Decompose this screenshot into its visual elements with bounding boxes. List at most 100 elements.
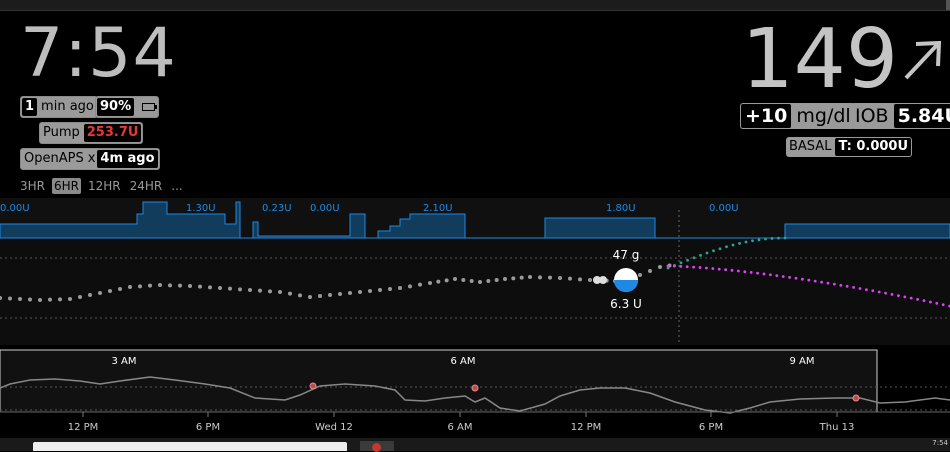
cob-forecast-dot [730, 268, 734, 272]
range-3hr[interactable]: 3HR [20, 179, 45, 193]
cob-forecast-dot [807, 278, 811, 282]
iob-forecast-dot [692, 256, 696, 260]
bg-reading-dot [648, 269, 652, 273]
bg-reading-dot [469, 279, 474, 283]
bg-reading-dot [453, 277, 457, 281]
cob-forecast-dot [922, 299, 926, 303]
cob-forecast-dot [897, 294, 900, 298]
taskbar-window[interactable] [33, 442, 347, 451]
glucose-chart[interactable]: 0.00U 1.30U 0.23U 0.00U 2.10U 1.80U 0.00… [0, 198, 950, 438]
focus-tick-9am: 9 AM [789, 356, 814, 367]
window-top-bar-edge [946, 0, 950, 10]
cob-forecast-dot [826, 281, 830, 285]
cob-forecast-dot [845, 284, 849, 288]
data-age-text: min ago [41, 99, 94, 114]
bg-reading-dot [188, 284, 192, 288]
cob-forecast-dot [711, 267, 715, 270]
bg-reading-dot [268, 289, 272, 294]
cob-forecast-dot [762, 272, 766, 276]
cob-forecast-dot [865, 288, 868, 292]
bg-reading-dot [238, 287, 242, 292]
basal-value: T: 0.000U [835, 138, 912, 156]
bg-reading-dot [128, 285, 132, 289]
uploader-battery-pill: 90% [95, 96, 160, 118]
basal-label-6: 0.00U [709, 203, 739, 214]
time-range-selector: 3HR 6HR 12HR 24HR ... [18, 178, 185, 194]
openaps-status-pill: OpenAPS x 4m ago [20, 148, 160, 170]
iob-forecast-dot [757, 238, 761, 242]
focus-tick-3am: 3 AM [111, 356, 136, 367]
bg-reading-dot [198, 284, 202, 289]
range-more[interactable]: ... [171, 179, 183, 193]
bg-reading-dot [178, 283, 182, 288]
bg-reading-dot [494, 278, 499, 282]
nav-tick-3: 6 AM [447, 422, 472, 433]
app-icon [372, 443, 381, 452]
cob-forecast-dot [884, 291, 887, 295]
battery-percent: 90% [97, 98, 135, 116]
range-24hr[interactable]: 24HR [129, 179, 163, 193]
iob-forecast-dot [699, 253, 702, 257]
cob-forecast-dot [685, 265, 689, 269]
bg-reading-dot [228, 286, 232, 291]
nav-tick-6: Thu 13 [819, 422, 855, 433]
iob-forecast-dot [770, 237, 774, 240]
iob-forecast-dot [712, 249, 715, 253]
focus-tick-6am: 6 AM [450, 356, 475, 367]
bg-reading-dot [88, 293, 92, 297]
iob-forecast-dot [679, 261, 683, 265]
bolus-insulin-fill [614, 280, 638, 292]
bg-reading-dot [418, 282, 422, 287]
cob-forecast-dot [737, 269, 740, 273]
carb-marker [599, 276, 607, 284]
cob-forecast-dot [692, 265, 695, 269]
cob-forecast-dot [698, 266, 702, 269]
bg-reading-dot [298, 293, 302, 298]
openaps-status-symbol: x [87, 151, 96, 166]
bg-reading-dot [308, 295, 312, 299]
nav-tick-1: 6 PM [196, 422, 220, 433]
cob-forecast-dot [775, 274, 779, 278]
basal-label: BASAL [789, 139, 832, 154]
window-top-bar [0, 0, 950, 11]
navigator-bg-line [0, 376, 950, 414]
bg-reading-dot [408, 284, 412, 289]
bg-reading-dot [578, 277, 582, 282]
cob-forecast-dot [743, 270, 747, 274]
cob-forecast-dot [788, 275, 791, 279]
basal-label-1: 1.30U [186, 203, 216, 214]
bg-reading-dot [248, 288, 252, 292]
navigator-ticks [82, 412, 838, 417]
taskbar-app-button[interactable] [360, 441, 394, 452]
pump-reservoir-value: 253.7U [83, 124, 142, 142]
bg-reading-dot [98, 291, 102, 295]
treatment-marker[interactable]: 47 g 6.3 U [593, 248, 642, 311]
bg-reading-dot [638, 273, 642, 277]
bg-reading-dot [658, 265, 662, 269]
bg-reading-dot [138, 284, 142, 289]
cob-forecast-dot [717, 267, 721, 271]
navigator-brush[interactable] [0, 349, 878, 413]
bg-reading-dot [28, 297, 32, 302]
bg-value: 149 [741, 12, 898, 107]
cob-forecast-dot [877, 290, 881, 294]
cob-forecast-dot [929, 300, 932, 304]
cob-forecast-dot [724, 268, 727, 272]
iob-label: IOB [855, 105, 889, 127]
cob-forecast-dot [941, 303, 945, 307]
pump-reservoir-pill: Pump 253.7U [39, 122, 144, 144]
pump-label: Pump [43, 125, 80, 140]
cob-forecast-dot [794, 276, 798, 280]
bg-reading-dot [478, 280, 482, 284]
bg-reading-dot [503, 277, 507, 281]
iob-forecast-dot [744, 240, 748, 244]
range-12hr[interactable]: 12HR [88, 179, 121, 193]
range-6hr[interactable]: 6HR [52, 178, 81, 194]
bg-reading-dot [58, 297, 62, 302]
bg-reading-dot [588, 278, 592, 282]
cob-forecast-dot [852, 286, 855, 289]
bg-reading-dot [208, 285, 212, 290]
bg-reading-dot [18, 297, 22, 301]
cob-forecast-dot [705, 266, 708, 270]
bg-reading-dot [318, 294, 322, 298]
